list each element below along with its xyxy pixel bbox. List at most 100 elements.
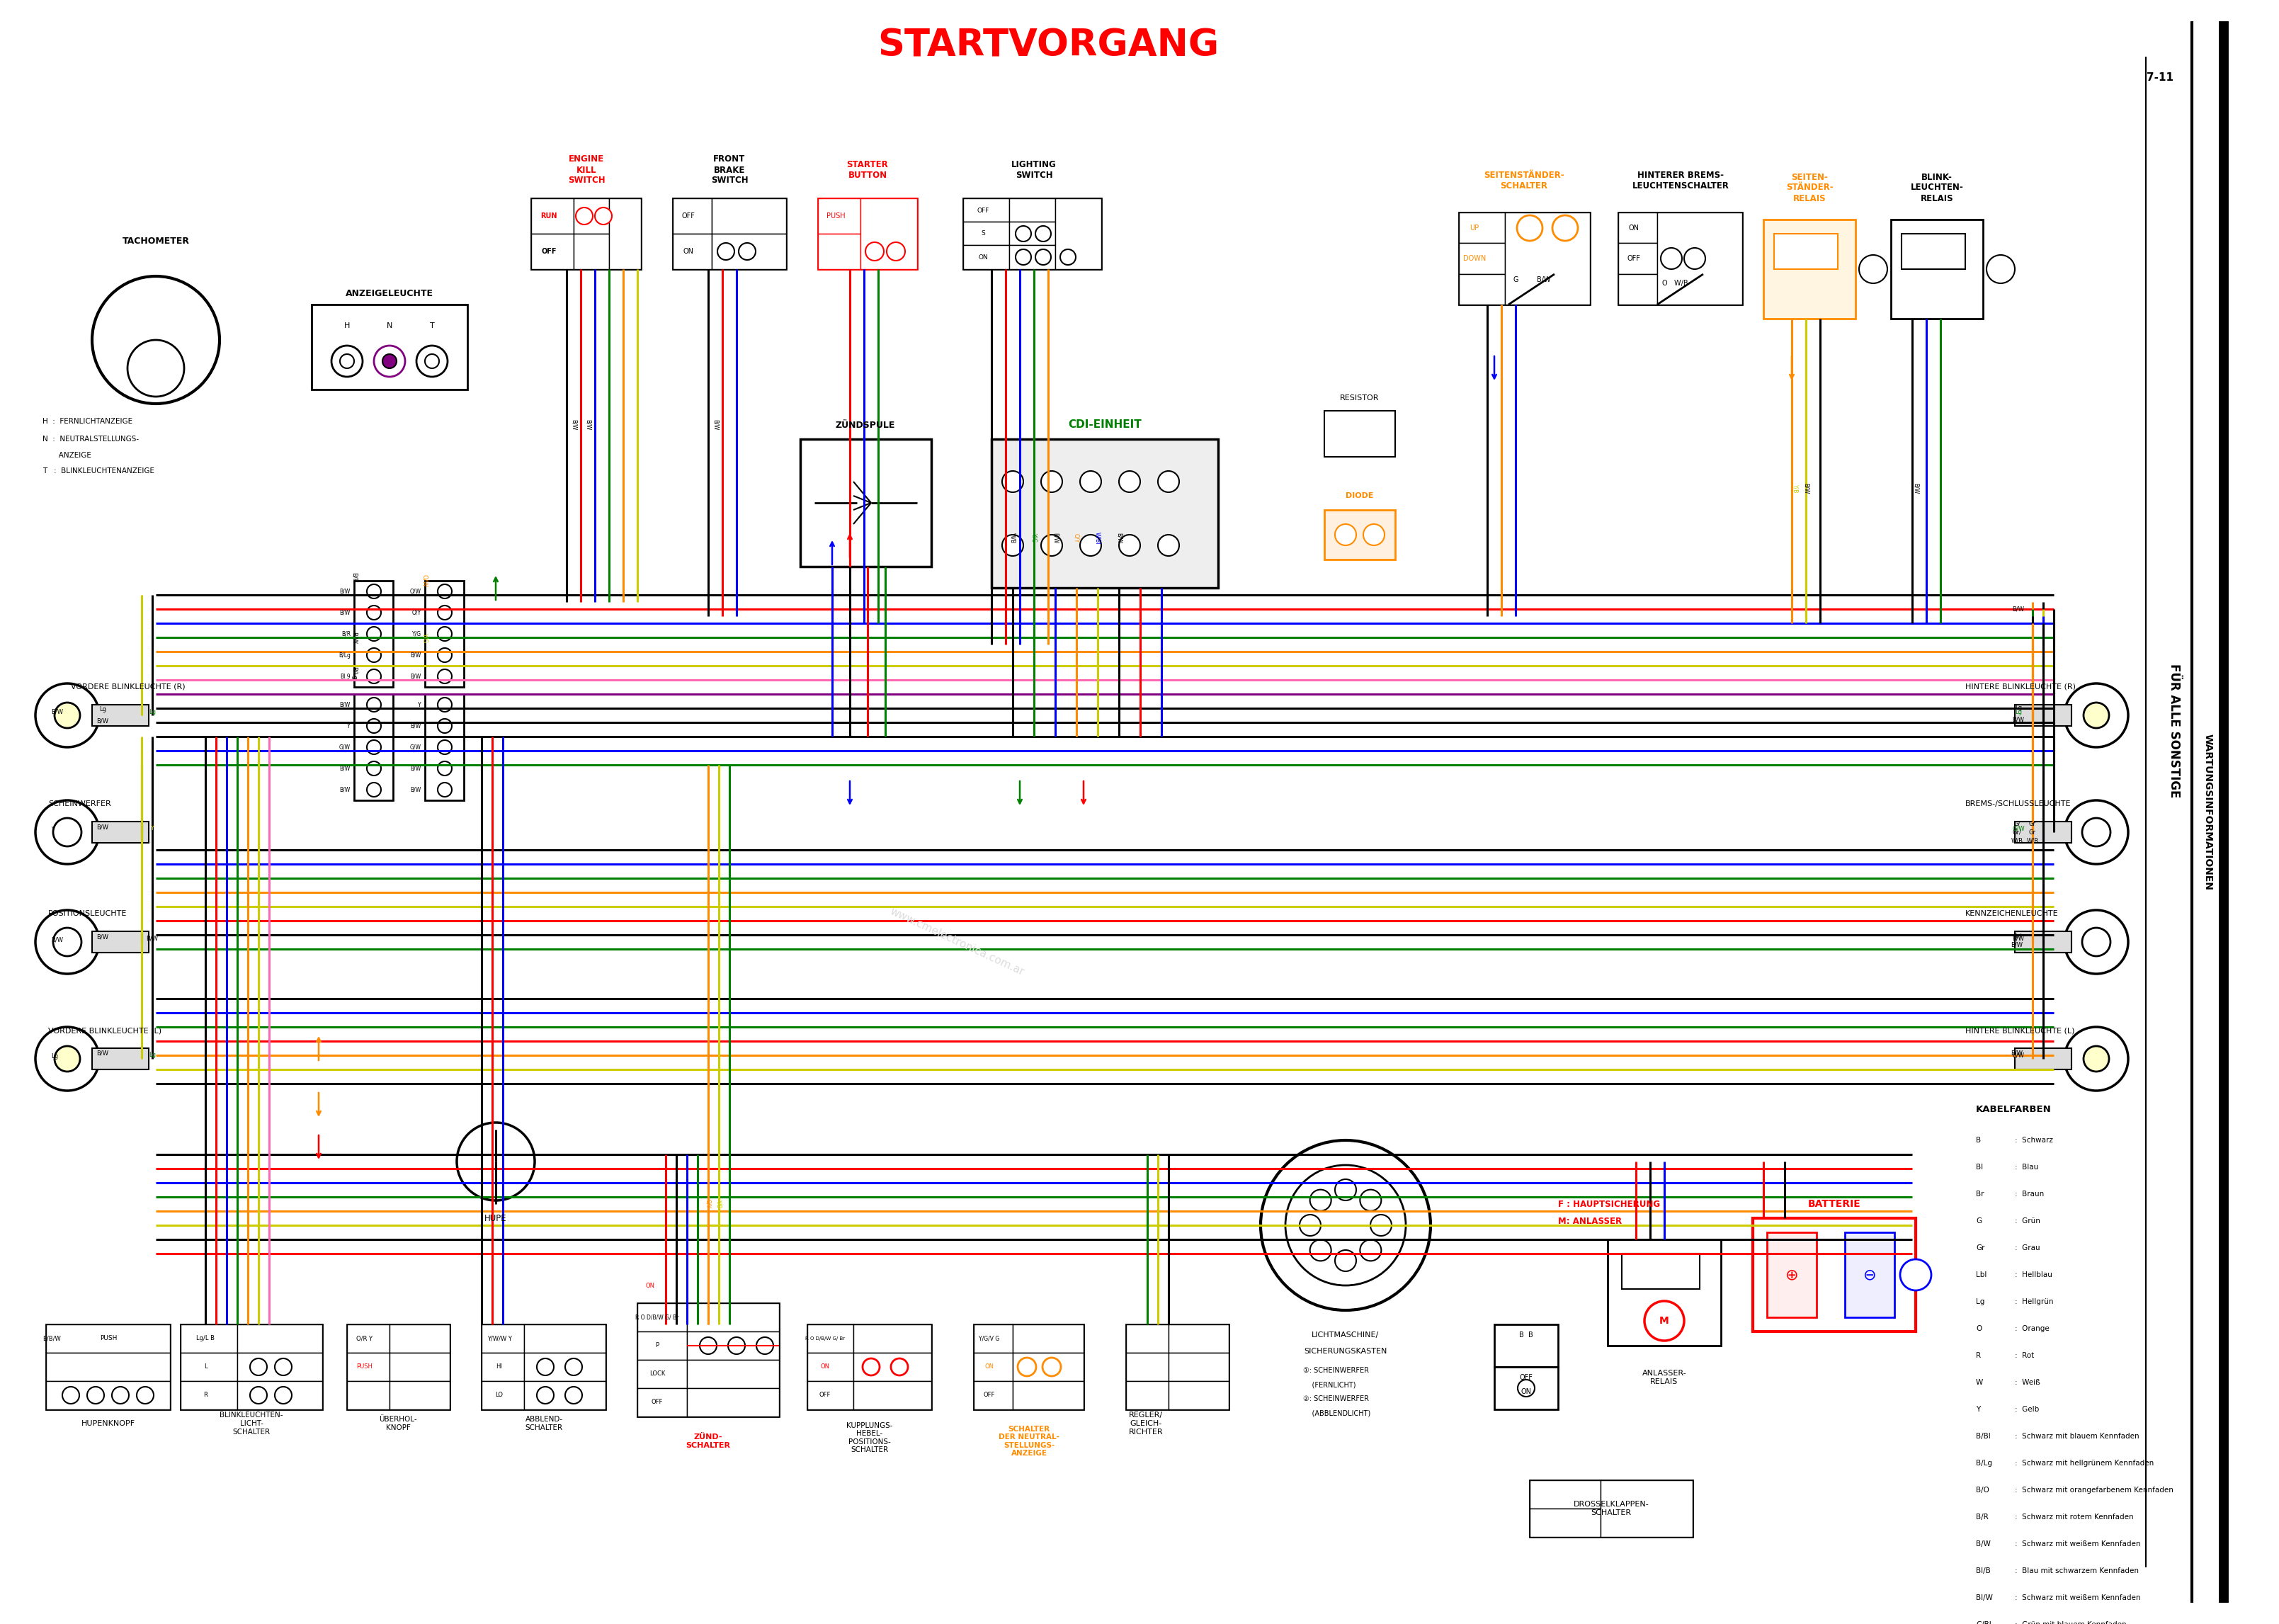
Bar [346, 1380, 390, 1410]
Text: Bl/W: Bl/W [1976, 1595, 1992, 1601]
Circle shape [456, 1122, 536, 1200]
Circle shape [128, 339, 185, 396]
Circle shape [55, 703, 80, 728]
Text: S: S [980, 231, 985, 237]
Bar [91, 822, 148, 843]
Text: B/W: B/W [96, 1051, 109, 1056]
Circle shape [1310, 1239, 1331, 1260]
Bar [2015, 1047, 2072, 1070]
Text: ANZEIGELEUCHTE: ANZEIGELEUCHTE [346, 289, 433, 299]
Circle shape [2065, 801, 2129, 864]
Text: ⊕: ⊕ [1784, 1268, 1798, 1281]
Circle shape [538, 1387, 554, 1403]
Circle shape [36, 801, 100, 864]
Text: Y/W/W Y: Y/W/W Y [488, 1335, 510, 1341]
Circle shape [538, 1358, 554, 1376]
Bar [2015, 931, 2072, 953]
Bar [686, 1389, 779, 1416]
Bar [1459, 244, 1504, 274]
Bar [424, 693, 465, 801]
Text: B/W: B/W [2012, 606, 2024, 612]
Text: :  Hellblau: : Hellblau [2015, 1272, 2053, 1278]
Bar [1529, 1479, 1600, 1509]
Circle shape [1060, 250, 1076, 265]
Circle shape [1019, 1358, 1037, 1376]
Text: LOCK: LOCK [650, 1371, 665, 1377]
Text: HINTERER BREMS-
LEUCHTENSCHALTER: HINTERER BREMS- LEUCHTENSCHALTER [1632, 171, 1730, 190]
Circle shape [367, 627, 381, 641]
Circle shape [367, 648, 381, 663]
Bar [818, 198, 861, 234]
Text: G/W: G/W [340, 744, 351, 750]
Bar [1623, 1254, 1700, 1289]
Bar [46, 1325, 171, 1410]
Text: HINTERE BLINKLEUCHTE (L): HINTERE BLINKLEUCHTE (L) [1964, 1026, 2074, 1034]
Circle shape [55, 1046, 80, 1072]
Text: DROSSELKLAPPEN-
SCHALTER: DROSSELKLAPPEN- SCHALTER [1573, 1501, 1650, 1517]
Text: T: T [431, 322, 435, 330]
Circle shape [1860, 255, 1887, 283]
Bar [638, 1302, 779, 1416]
Bar [1012, 1380, 1083, 1410]
Text: FRONT
BRAKE
SWITCH: FRONT BRAKE SWITCH [711, 154, 748, 185]
Text: B/Bl: B/Bl [1976, 1432, 1990, 1440]
Text: B/W: B/W [410, 651, 422, 658]
Text: B/W: B/W [340, 702, 351, 708]
Text: STARTER
BUTTON: STARTER BUTTON [848, 161, 889, 180]
Text: SICHERUNGSKASTEN: SICHERUNGSKASTEN [1304, 1348, 1388, 1354]
Bar [800, 438, 932, 567]
Circle shape [438, 585, 451, 599]
Text: P: P [656, 1343, 659, 1350]
Circle shape [1684, 248, 1705, 270]
Circle shape [1901, 1259, 1930, 1291]
Circle shape [367, 719, 381, 732]
Text: SEITEN-
STÄNDER-
RELAIS: SEITEN- STÄNDER- RELAIS [1787, 172, 1832, 203]
Circle shape [1042, 534, 1062, 555]
Circle shape [1119, 534, 1140, 555]
Text: B/W: B/W [410, 765, 422, 771]
Text: B/W: B/W [2010, 942, 2024, 948]
Text: SEITENSTÄNDER-
SCHALTER: SEITENSTÄNDER- SCHALTER [1484, 171, 1563, 190]
Text: REGLER/
GLEICH-
RICHTER: REGLER/ GLEICH- RICHTER [1128, 1411, 1162, 1436]
Bar [46, 1353, 171, 1380]
Circle shape [87, 1387, 105, 1403]
Text: ①: SCHEINWERFER: ①: SCHEINWERFER [1304, 1367, 1370, 1374]
Text: HI: HI [497, 1364, 501, 1371]
Text: OFF: OFF [978, 208, 989, 213]
Circle shape [2083, 927, 2110, 957]
Text: N: N [387, 322, 392, 330]
Circle shape [1361, 1239, 1381, 1260]
Bar [1495, 1367, 1559, 1410]
Bar [346, 1353, 390, 1380]
Text: HUPENKNOPF: HUPENKNOPF [82, 1419, 134, 1427]
Text: OFF: OFF [818, 1392, 832, 1398]
Text: G/W: G/W [2012, 825, 2024, 831]
Text: Lg: Lg [100, 706, 107, 713]
Text: B/W: B/W [340, 786, 351, 793]
Text: SCHEINWERFER: SCHEINWERFER [48, 801, 112, 807]
Bar [46, 1325, 171, 1353]
Bar [638, 1332, 686, 1359]
Bar [574, 198, 608, 234]
Text: B/W: B/W [1976, 1541, 1990, 1548]
Text: UP: UP [1470, 224, 1479, 232]
Text: Y/G: Y/G [422, 632, 428, 643]
Text: B/Lg: B/Lg [351, 666, 358, 679]
Text: W/B: W/B [2026, 838, 2037, 844]
Text: Gr/: Gr/ [2012, 828, 2021, 835]
Text: B/O: B/O [1976, 1486, 1990, 1494]
Bar [524, 1353, 606, 1380]
Text: BLINK-
LEUCHTEN-
RELAIS: BLINK- LEUCHTEN- RELAIS [1910, 172, 1964, 203]
Circle shape [438, 719, 451, 732]
Text: LICHTMASCHINE/: LICHTMASCHINE/ [1313, 1332, 1379, 1338]
Bar [672, 234, 711, 270]
Text: H: H [344, 322, 351, 330]
Text: B/W: B/W [1053, 533, 1057, 544]
Bar [180, 1380, 237, 1410]
Text: Lg/L B: Lg/L B [196, 1335, 214, 1341]
Text: B/R: B/R [342, 630, 351, 637]
Text: O/Y: O/Y [704, 1200, 711, 1208]
Circle shape [718, 244, 734, 260]
Text: :  Braun: : Braun [2015, 1190, 2044, 1197]
Text: Y/G: Y/G [412, 630, 422, 637]
